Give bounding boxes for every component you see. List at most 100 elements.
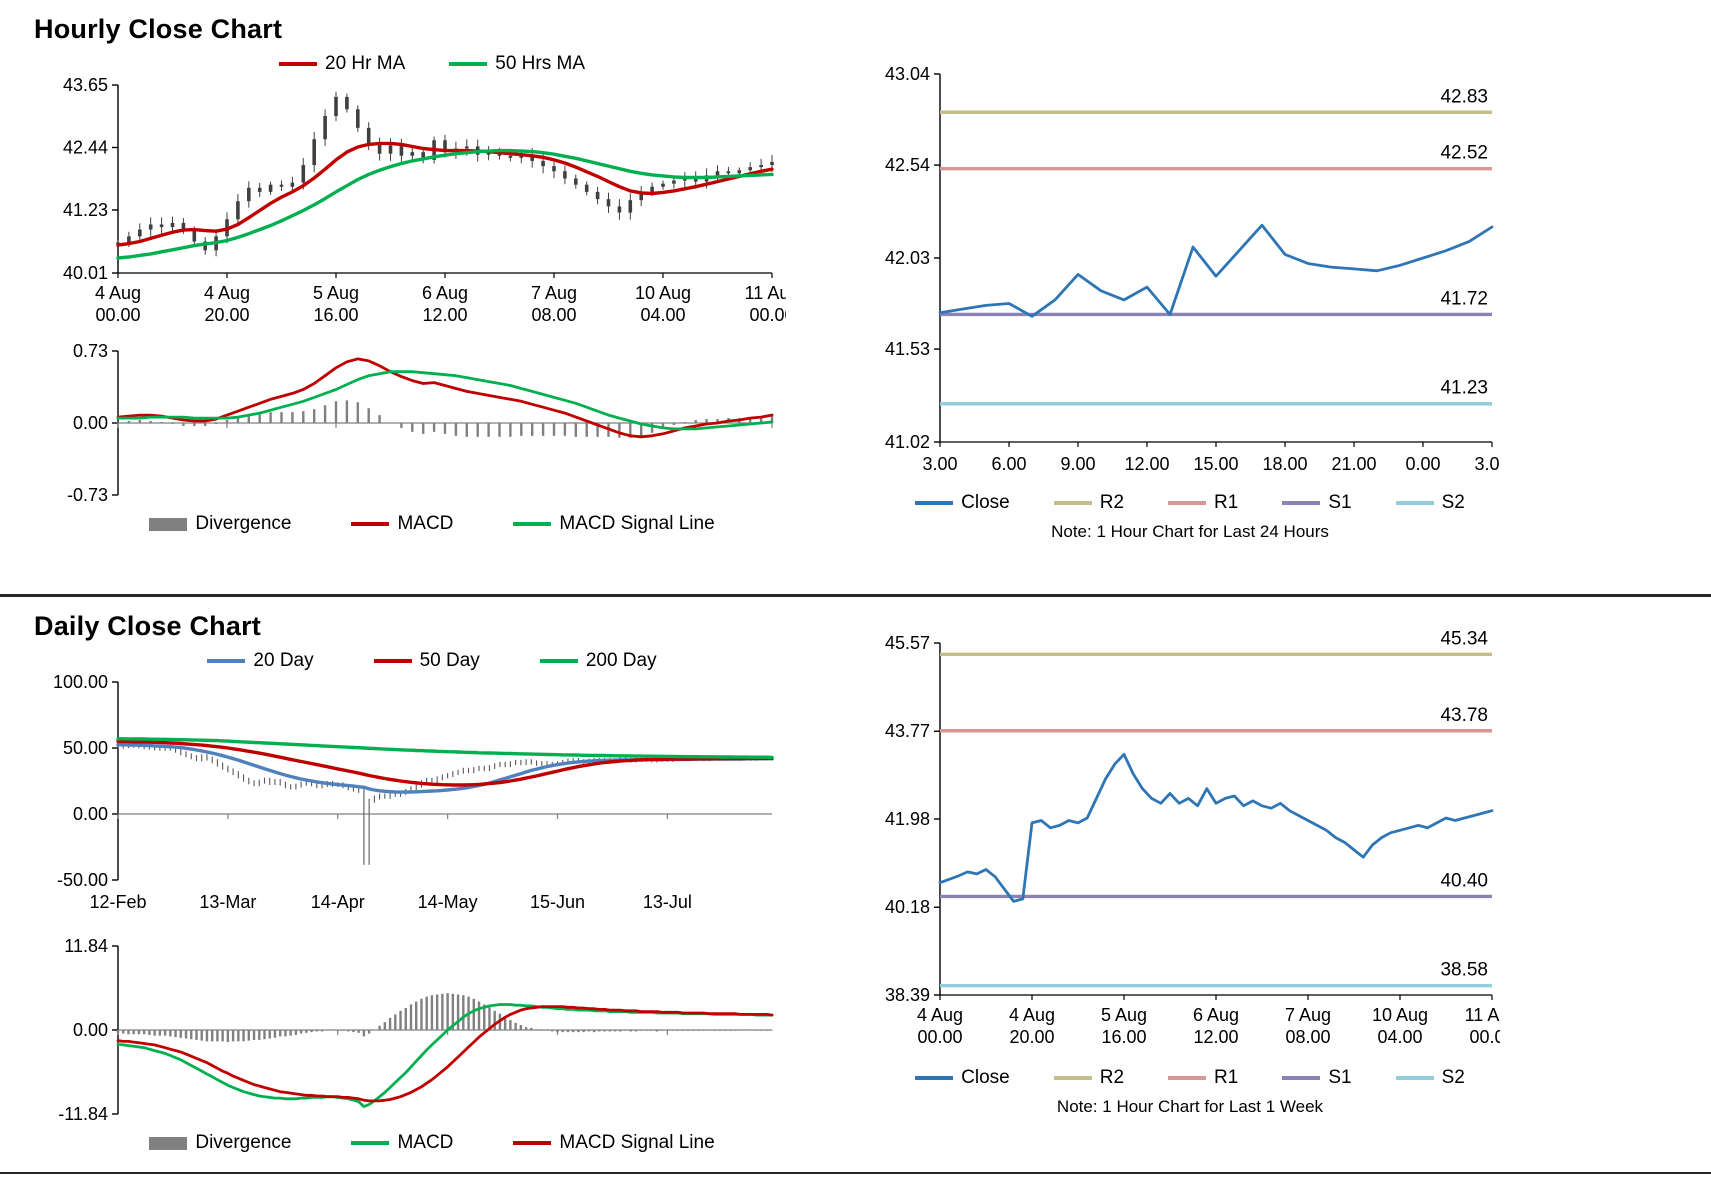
svg-text:41.02: 41.02: [885, 432, 930, 452]
svg-text:43.78: 43.78: [1440, 705, 1488, 726]
svg-text:15.00: 15.00: [1193, 454, 1238, 474]
svg-text:14-May: 14-May: [418, 892, 478, 912]
legend-swatch: [149, 1136, 188, 1150]
svg-text:08.00: 08.00: [531, 305, 576, 325]
legend-item: Divergence: [149, 1132, 291, 1154]
svg-text:3.00: 3.00: [1474, 454, 1500, 474]
svg-text:40.40: 40.40: [1440, 870, 1488, 891]
legend-swatch: [1053, 501, 1092, 505]
legend-swatch: [513, 1141, 552, 1145]
svg-text:11 Aug: 11 Aug: [745, 283, 786, 303]
svg-text:43.77: 43.77: [885, 721, 930, 741]
svg-text:15-Jun: 15-Jun: [530, 892, 585, 912]
legend-item: 20 Day: [207, 650, 314, 672]
svg-text:-0.73: -0.73: [67, 485, 108, 505]
legend-label: Close: [961, 492, 1010, 513]
legend-item: S1: [1282, 492, 1352, 514]
svg-text:50.00: 50.00: [63, 738, 108, 758]
legend-label: 200 Day: [585, 650, 657, 671]
svg-text:41.23: 41.23: [63, 200, 108, 220]
legend-item: 20 Hr MA: [279, 53, 405, 75]
legend-label: 20 Hr MA: [325, 53, 406, 74]
legend-swatch: [1282, 1076, 1321, 1080]
svg-text:38.39: 38.39: [885, 985, 930, 1005]
legend-swatch: [1168, 1076, 1207, 1080]
svg-text:42.83: 42.83: [1440, 86, 1488, 107]
section-divider: [0, 594, 1711, 597]
svg-text:12.00: 12.00: [1124, 454, 1169, 474]
svg-text:7 Aug: 7 Aug: [531, 283, 577, 303]
legend-item: R2: [1053, 1067, 1124, 1089]
svg-text:20.00: 20.00: [204, 305, 249, 325]
pivot-24h-note: Note: 1 Hour Chart for Last 24 Hours: [1051, 522, 1329, 541]
svg-text:5 Aug: 5 Aug: [1101, 1005, 1147, 1025]
svg-text:04.00: 04.00: [640, 305, 685, 325]
svg-text:100.00: 100.00: [53, 674, 108, 692]
svg-text:40.01: 40.01: [63, 263, 108, 283]
pivot-1w-legend: Close R2 R1 S1 S: [860, 1067, 1520, 1089]
svg-text:13-Jul: 13-Jul: [643, 892, 692, 912]
legend-item: S1: [1282, 1067, 1352, 1089]
legend-label: Divergence: [195, 1132, 292, 1153]
svg-text:-11.84: -11.84: [58, 1104, 108, 1124]
pivot-24h-column: 43.04 42.54 42.03 41.53 41.02 3.00 6.00 9.00 12.…: [860, 0, 1520, 594]
svg-text:6.00: 6.00: [991, 454, 1026, 474]
legend-label: 50 Day: [419, 650, 480, 671]
legend-label: 50 Hrs MA: [495, 53, 585, 74]
svg-text:0.00: 0.00: [73, 1020, 108, 1040]
hourly-left-column: Hourly Close Chart 20 Hr MA 50 Hrs MA 43…: [0, 0, 830, 594]
legend-swatch: [149, 517, 188, 531]
svg-text:12.00: 12.00: [1193, 1027, 1238, 1047]
svg-text:3.00: 3.00: [922, 454, 957, 474]
svg-text:16.00: 16.00: [313, 305, 358, 325]
svg-text:41.72: 41.72: [1440, 288, 1488, 309]
legend-label: S2: [1441, 1067, 1465, 1088]
svg-text:9.00: 9.00: [1060, 454, 1095, 474]
svg-text:20.00: 20.00: [1009, 1027, 1054, 1047]
daily-ma-legend: 20 Day 50 Day 200 Day: [34, 650, 830, 672]
legend-swatch: [1282, 501, 1321, 505]
legend-item: S2: [1395, 1067, 1465, 1089]
legend-label: S1: [1328, 492, 1352, 513]
svg-text:42.52: 42.52: [1440, 143, 1488, 164]
svg-text:4 Aug: 4 Aug: [204, 283, 250, 303]
svg-text:11 Aug: 11 Aug: [1465, 1005, 1500, 1025]
legend-swatch: [1053, 1076, 1092, 1080]
legend-item: MACD: [351, 1132, 453, 1154]
svg-text:10 Aug: 10 Aug: [635, 283, 691, 303]
legend-swatch: [1395, 501, 1434, 505]
svg-text:14-Apr: 14-Apr: [311, 892, 365, 912]
legend-item: Close: [915, 492, 1010, 514]
legend-label: MACD: [397, 1132, 454, 1153]
svg-text:-50.00: -50.00: [57, 870, 108, 890]
legend-item: MACD: [351, 513, 453, 535]
legend-item: 200 Day: [539, 650, 657, 672]
hourly-chart-title: Hourly Close Chart: [34, 14, 283, 44]
legend-swatch: [373, 659, 412, 663]
legend-item: 50 Hrs MA: [449, 53, 585, 75]
legend-swatch: [915, 1076, 954, 1080]
legend-swatch: [449, 62, 488, 66]
pivot-1w-note: Note: 1 Hour Chart for Last 1 Week: [1056, 1097, 1324, 1116]
svg-text:00.00: 00.00: [917, 1027, 962, 1047]
legend-item: R1: [1168, 492, 1238, 514]
legend-item: S2: [1395, 492, 1465, 514]
legend-swatch: [207, 659, 246, 663]
svg-text:21.00: 21.00: [1331, 454, 1376, 474]
legend-swatch: [1168, 501, 1207, 505]
svg-text:7 Aug: 7 Aug: [1285, 1005, 1331, 1025]
legend-label: MACD Signal Line: [559, 513, 715, 534]
svg-text:13-Mar: 13-Mar: [199, 892, 256, 912]
svg-text:4 Aug: 4 Aug: [917, 1005, 963, 1025]
pivot-24h-legend: Close R2 R1 S1 S: [860, 492, 1520, 514]
svg-text:00.00: 00.00: [749, 305, 786, 325]
legend-swatch: [351, 522, 390, 526]
svg-text:0.00: 0.00: [73, 804, 108, 824]
daily-section: Daily Close Chart 20 Day 50 Day 200 Day …: [0, 597, 1711, 1173]
legend-swatch: [915, 501, 954, 505]
daily-macd-chart: 11.84 0.00 -11.84: [58, 936, 774, 1124]
